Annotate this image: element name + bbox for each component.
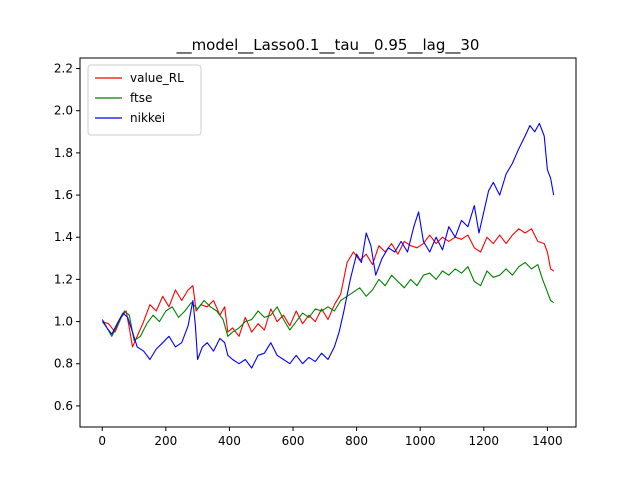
y-tick-label: 2.0 — [54, 104, 73, 118]
y-tick-label: 1.4 — [54, 230, 73, 244]
x-tick-label: 400 — [218, 434, 241, 448]
y-tick-label: 0.6 — [54, 399, 73, 413]
axes-layer: 0 200 400 600 800 1000 1200 1400 0.6 0.8 1.0 1.2 1.4… — [54, 57, 577, 448]
legend-label: nikkei — [130, 111, 165, 125]
x-tick-label: 0 — [98, 434, 106, 448]
chart-title: __model__Lasso0.1__tau__0.95__lag__30 — [176, 36, 480, 55]
x-tick-label: 1200 — [469, 434, 500, 448]
x-tick-label: 1000 — [405, 434, 436, 448]
y-tick-label: 1.2 — [54, 272, 73, 286]
x-tick-label: 800 — [345, 434, 368, 448]
y-tick-label: 1.6 — [54, 188, 73, 202]
series-layer — [101, 122, 555, 369]
y-tick-label: 0.8 — [54, 357, 73, 371]
y-tick-label: 1.0 — [54, 315, 73, 329]
x-tick-label: 1400 — [532, 434, 563, 448]
series-line-value-rl — [102, 228, 555, 348]
series-line-ftse — [101, 261, 555, 342]
legend-label: ftse — [130, 91, 152, 105]
y-tick-label: 2.2 — [54, 62, 73, 76]
series-line-nikkei — [101, 122, 555, 369]
plot-frame — [79, 57, 577, 428]
y-tick-label: 1.8 — [54, 146, 73, 160]
x-tick-label: 200 — [154, 434, 177, 448]
x-tick-label: 600 — [282, 434, 305, 448]
legend-label: value_RL — [130, 71, 184, 85]
